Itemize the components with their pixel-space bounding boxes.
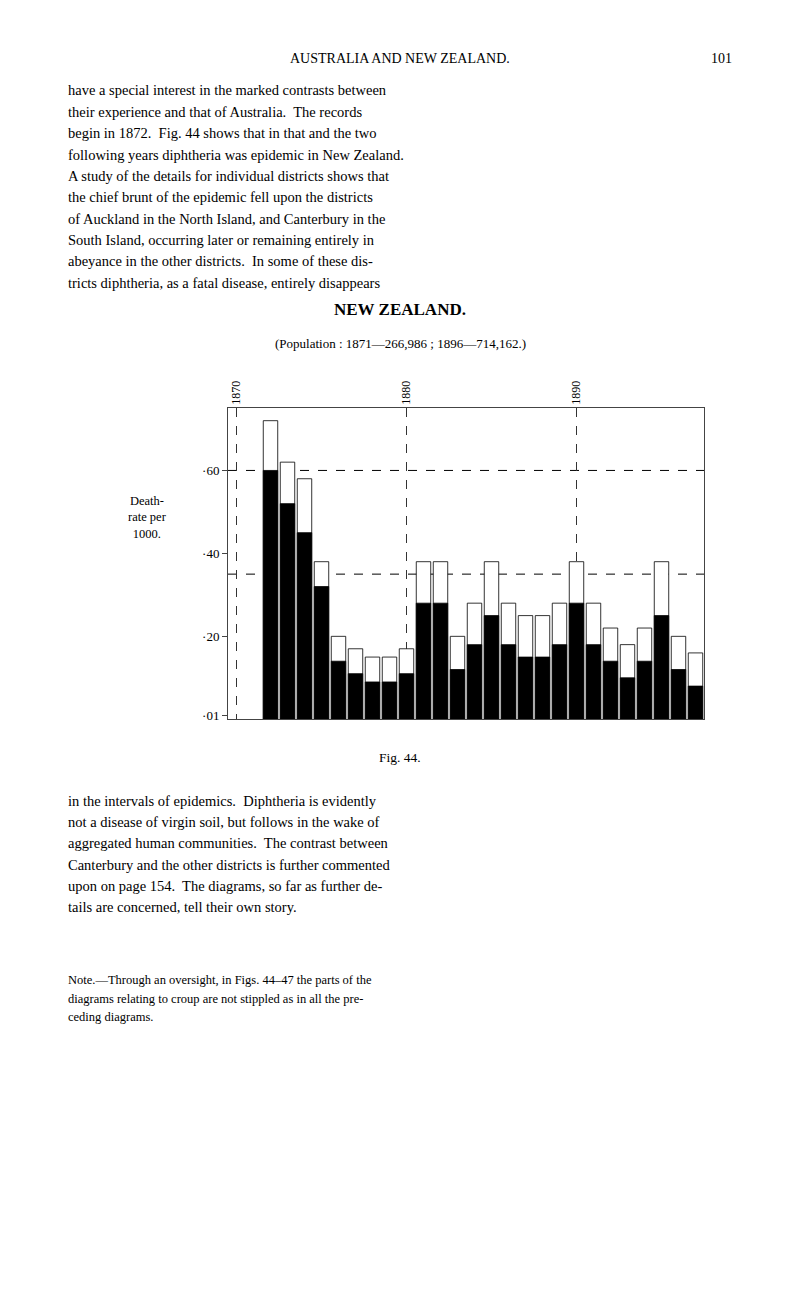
svg-text:AUSTRALIA AND NEW ZEALAND.: AUSTRALIA AND NEW ZEALAND. [290,51,510,66]
svg-text:not a disease of virgin soil,: not a disease of virgin soil, but follow… [68,814,380,830]
svg-text:1880: 1880 [399,381,413,405]
svg-text:South Island, occurring later: South Island, occurring later or remaini… [68,232,375,248]
svg-text:the chief brunt of the epidemi: the chief brunt of the epidemic fell upo… [68,189,373,205]
svg-text:(Population : 1871—266,986 ; 1: (Population : 1871—266,986 ; 1896—714,16… [275,336,526,351]
svg-text:101: 101 [711,51,732,66]
svg-text:begin in 1872. Fig. 44 shows: begin in 1872. Fig. 44 shows that in tha… [68,125,377,141]
svg-text:tails are concerned, tell thei: tails are concerned, tell their own stor… [68,899,297,915]
svg-text:1890: 1890 [569,381,583,405]
svg-text:have a special interest in the: have a special interest in the marked co… [68,82,387,98]
svg-text:following years diphtheria was: following years diphtheria was epidemic … [68,147,404,163]
svg-text:·01: ·01 [202,708,219,723]
svg-text:abeyance in the other district: abeyance in the other districts. In some… [68,253,373,269]
svg-text:ceding diagrams.: ceding diagrams. [68,1010,153,1024]
svg-text:1870: 1870 [229,381,243,405]
svg-text:tricts diphtheria, as a fatal: tricts diphtheria, as a fatal disease, e… [68,275,380,291]
svg-text:Death-rate per1000.: Death-rate per1000. [128,494,167,541]
svg-text:Canterbury and the other distr: Canterbury and the other districts is fu… [68,857,390,873]
svg-text:NEW ZEALAND.: NEW ZEALAND. [334,300,466,319]
svg-text:Fig. 44.: Fig. 44. [379,750,421,765]
svg-text:·40: ·40 [202,546,219,561]
svg-text:upon on page 154. The diagram: upon on page 154. The diagrams, so far a… [68,878,382,894]
svg-text:·20: ·20 [202,629,219,644]
svg-text:their experience and that of A: their experience and that of Australia. … [68,104,362,120]
svg-text:A study of the details for ind: A study of the details for individual di… [68,168,389,184]
svg-text:of Auckland in the North Islan: of Auckland in the North Island, and Can… [68,211,385,227]
svg-text:Note.—Through an oversight, in: Note.—Through an oversight, in Figs. 44–… [68,973,372,987]
svg-text:diagrams relating to croup are: diagrams relating to croup are not stipp… [68,992,363,1006]
svg-text:·60: ·60 [202,463,219,478]
svg-text:in the intervals of epidemics.: in the intervals of epidemics. Diphtheri… [68,793,377,809]
svg-text:aggregated human communities.: aggregated human communities. The contra… [68,835,389,851]
